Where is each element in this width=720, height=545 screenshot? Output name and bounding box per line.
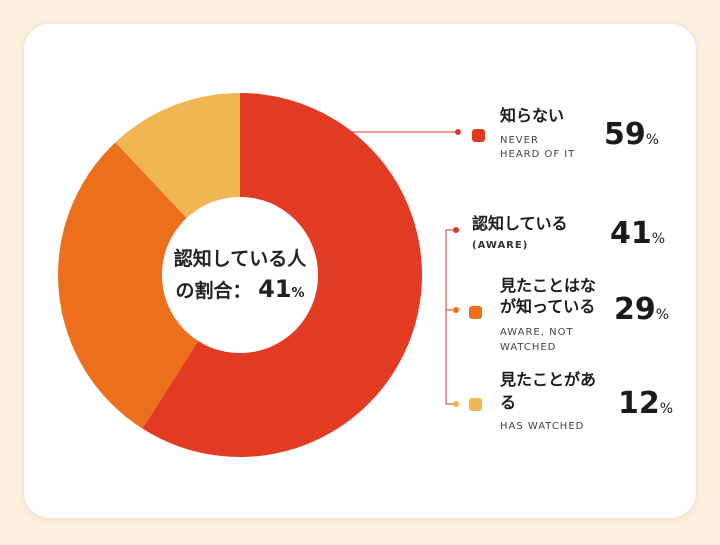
legend-label-never-heard: 知らない — [500, 106, 565, 125]
dot-aware-not-watched — [453, 307, 459, 313]
legend-sublabel-never-heard-1: NEVER — [500, 135, 539, 146]
legend-label-has-watched-2: る — [500, 393, 517, 412]
legend-swatch-has-watched — [469, 398, 482, 411]
legend-label-has-watched-1: 見たことがあ — [500, 370, 597, 389]
legend-value-aware-not-watched: 29% — [614, 292, 670, 327]
legend-sublabel-aware-not-watched-1: AWARE, NOT — [500, 327, 574, 338]
legend-sublabel-aware: (AWARE) — [472, 240, 529, 251]
center-unit: % — [291, 286, 305, 301]
legend-swatch-aware-not-watched — [469, 306, 482, 319]
dot-never-heard — [455, 129, 461, 135]
legend-label-aware-not-watched-2: が知っている — [500, 297, 596, 316]
dot-aware — [453, 227, 459, 233]
slice-has-watched — [115, 93, 240, 219]
legend-label-aware: 認知している — [472, 214, 568, 233]
legend-value-aware: 41% — [610, 216, 666, 251]
connector-aware-bracket — [445, 229, 455, 405]
center-label-line1: 認知している人 — [173, 248, 307, 270]
legend-sublabel-aware-not-watched-2: WATCHED — [500, 342, 557, 353]
center-label-line2: の割合： — [175, 280, 252, 302]
legend-value-has-watched: 12% — [618, 386, 674, 421]
legend-value-never-heard: 59% — [604, 117, 660, 152]
legend-swatch-never-heard — [472, 129, 485, 142]
legend-sublabel-never-heard-2: HEARD OF IT — [500, 149, 576, 160]
slice-never-heard — [142, 93, 422, 457]
legend-label-aware-not-watched-1: 見たことはな — [500, 276, 597, 295]
donut-hole — [162, 197, 318, 353]
legend-sublabel-has-watched: HAS WATCHED — [500, 421, 585, 432]
dot-has-watched — [453, 401, 459, 407]
center-label: 認知している人 の割合： 41% — [160, 244, 320, 309]
center-value: 41 — [258, 275, 292, 303]
slice-aware-not-watched — [57, 142, 199, 429]
